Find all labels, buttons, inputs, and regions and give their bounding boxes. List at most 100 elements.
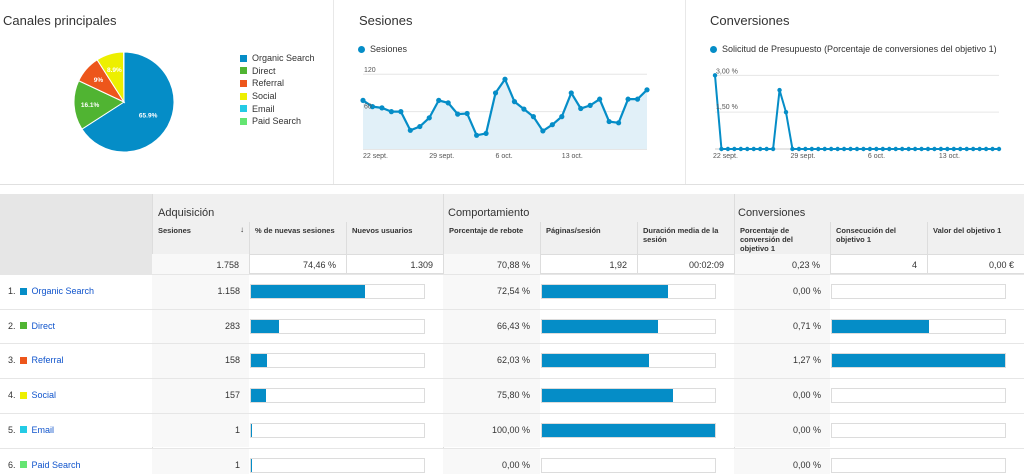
data-point[interactable] [426,115,432,121]
data-point[interactable] [606,118,612,125]
data-point[interactable] [725,146,731,152]
data-point[interactable] [369,104,376,110]
data-point[interactable] [848,146,853,152]
column-header[interactable]: Porcentaje de conversión del objetivo 1 [740,226,793,253]
data-point[interactable] [854,146,860,152]
data-point[interactable] [764,146,769,152]
data-point[interactable] [757,146,763,152]
data-point[interactable] [568,90,574,96]
channel-link[interactable]: Paid Search [31,459,81,470]
data-point[interactable] [828,146,834,152]
legend-item[interactable]: Social [240,90,315,103]
data-point[interactable] [530,114,536,120]
channels-pie-chart[interactable]: 65.9% 16.1% 9%8.9% [69,47,179,157]
data-point[interactable] [777,87,782,93]
data-point[interactable] [803,146,808,152]
data-point[interactable] [951,146,957,152]
data-point[interactable] [867,146,873,152]
data-point[interactable] [464,110,470,117]
data-point[interactable] [483,130,489,137]
data-point[interactable] [474,132,480,138]
data-point[interactable] [455,111,461,117]
data-point[interactable] [919,146,924,152]
column-header[interactable]: Porcentaje de rebote [449,226,524,235]
data-point[interactable] [511,99,518,105]
data-point[interactable] [770,146,776,152]
data-point[interactable] [899,146,905,152]
legend-item[interactable]: Paid Search [240,115,315,128]
data-point[interactable] [874,146,879,152]
pie-slice[interactable] [81,51,175,153]
data-point[interactable] [616,120,622,126]
data-point[interactable] [644,87,650,93]
data-point[interactable] [938,146,944,152]
data-point[interactable] [945,146,950,152]
channel-link[interactable]: Social [31,390,57,401]
data-point[interactable] [625,96,631,102]
data-point[interactable] [732,146,737,152]
data-point[interactable] [745,146,750,152]
data-point[interactable] [809,146,815,152]
data-point[interactable] [502,76,508,82]
table-row[interactable]: 2. Direct [8,321,55,331]
channel-link[interactable]: Direct [31,320,56,331]
legend-item[interactable]: Referral [240,77,315,90]
table-row[interactable]: 3. Referral [8,355,64,365]
data-point[interactable] [445,100,451,106]
column-header[interactable]: Nuevos usuarios [352,226,413,235]
data-point[interactable] [634,96,641,102]
data-point[interactable] [925,146,931,152]
table-row[interactable]: 5. Email [8,425,54,435]
data-point[interactable] [751,146,756,152]
sessions-chart[interactable]: 120 60 22 sept. 29 sept. 6 oct. 13 oct. [334,60,685,180]
table-row[interactable]: 4. Social [8,390,56,400]
column-header[interactable]: Sesiones [158,226,191,235]
data-point[interactable] [958,146,963,152]
data-point[interactable] [407,127,413,133]
data-point[interactable] [835,146,840,152]
conversions-chart[interactable]: 3,00 % 1,50 % 22 sept. 29 sept. 6 oct. 13 oct… [686,60,1024,180]
data-point[interactable] [841,146,847,152]
data-point[interactable] [436,97,442,103]
data-point[interactable] [521,106,527,112]
data-point[interactable] [417,123,423,130]
data-point[interactable] [578,105,584,112]
data-point[interactable] [996,146,1002,152]
data-point[interactable] [559,114,565,120]
column-header[interactable]: Páginas/sesión [546,226,601,235]
data-point[interactable] [822,146,827,152]
data-point[interactable] [712,73,718,78]
data-point[interactable] [587,102,593,108]
data-point[interactable] [379,105,385,111]
data-point[interactable] [796,146,802,152]
column-header[interactable]: Consecución del objetivo 1 [836,226,897,244]
data-point[interactable] [932,146,937,152]
data-point[interactable] [388,109,394,115]
channel-link[interactable]: Organic Search [31,286,95,296]
data-point[interactable] [492,90,499,96]
data-point[interactable] [719,146,724,152]
legend-item[interactable]: Email [240,102,315,115]
data-point[interactable] [597,96,603,102]
channel-link[interactable]: Email [31,424,55,435]
data-point[interactable] [549,122,555,128]
data-point[interactable] [912,146,918,152]
data-point[interactable] [983,146,989,152]
table-row[interactable]: 1. Organic Search [8,286,94,296]
column-header[interactable]: Valor del objetivo 1 [933,226,1002,235]
legend-item[interactable]: Direct [240,65,315,78]
data-point[interactable] [964,146,969,152]
legend-item[interactable]: Organic Search [240,52,315,65]
data-point[interactable] [790,146,795,152]
pie-slice[interactable] [73,80,126,130]
data-point[interactable] [398,109,404,115]
data-point[interactable] [540,128,546,134]
data-point[interactable] [816,146,821,152]
data-point[interactable] [990,146,995,152]
column-header[interactable]: % de nuevas sesiones [255,226,335,235]
table-row[interactable]: 6. Paid Search [8,460,81,470]
data-point[interactable] [893,146,898,152]
column-header[interactable]: Duración media de la sesión [643,226,719,244]
data-point[interactable] [970,146,976,152]
data-point[interactable] [783,109,789,115]
